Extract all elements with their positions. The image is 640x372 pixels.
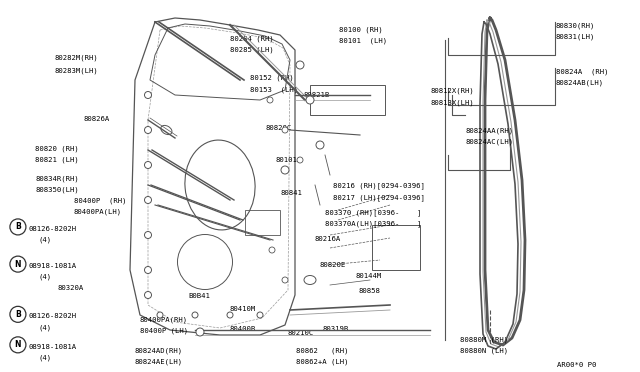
Text: 80101A: 80101A: [275, 157, 301, 163]
Circle shape: [296, 61, 304, 69]
Text: 80880N (LH): 80880N (LH): [460, 347, 508, 354]
Text: 80826A: 80826A: [83, 116, 109, 122]
Text: 80283M(LH): 80283M(LH): [54, 67, 98, 74]
Circle shape: [145, 231, 152, 238]
Text: 80153  (LH): 80153 (LH): [250, 86, 298, 93]
Circle shape: [145, 266, 152, 273]
Text: 80285 (LH): 80285 (LH): [230, 47, 274, 54]
Text: 80210C: 80210C: [288, 330, 314, 336]
Text: 08918-1081A: 08918-1081A: [29, 263, 77, 269]
Text: 80813X(LH): 80813X(LH): [430, 99, 474, 106]
Text: 80820E: 80820E: [320, 262, 346, 268]
Text: AR00*0 P0: AR00*0 P0: [557, 362, 596, 368]
Text: N: N: [15, 340, 21, 349]
Circle shape: [282, 277, 288, 283]
Text: 803370 (RH)[0396-    ]: 803370 (RH)[0396- ]: [325, 209, 421, 216]
Text: 80284 (RH): 80284 (RH): [230, 36, 274, 42]
Bar: [372, 225, 420, 270]
Text: 80101  (LH): 80101 (LH): [339, 38, 387, 44]
Circle shape: [145, 292, 152, 298]
Text: 80862   (RH): 80862 (RH): [296, 347, 348, 354]
Text: 80400PA(RH): 80400PA(RH): [140, 317, 188, 323]
Text: 08126-8202H: 08126-8202H: [29, 313, 77, 319]
Text: 80824A  (RH): 80824A (RH): [556, 68, 608, 75]
Text: 80821B: 80821B: [304, 92, 330, 98]
Text: B: B: [15, 310, 20, 319]
Text: 808350(LH): 808350(LH): [35, 186, 79, 193]
Text: 80858: 80858: [358, 288, 380, 294]
Bar: [245, 210, 280, 235]
Text: 80282M(RH): 80282M(RH): [54, 54, 98, 61]
Text: 80152 (RH): 80152 (RH): [250, 75, 293, 81]
Text: 80862+A (LH): 80862+A (LH): [296, 359, 348, 365]
Text: 80880M (RH): 80880M (RH): [460, 336, 508, 343]
Text: 80144M: 80144M: [355, 273, 381, 279]
Text: 80216A: 80216A: [315, 236, 341, 242]
Text: 80400P  (RH): 80400P (RH): [74, 198, 126, 204]
Text: 80841: 80841: [280, 190, 302, 196]
Text: 80400P (LH): 80400P (LH): [140, 328, 188, 334]
Circle shape: [145, 92, 152, 99]
Text: 80320A: 80320A: [58, 285, 84, 291]
Text: (4): (4): [38, 324, 52, 331]
Circle shape: [267, 97, 273, 103]
Circle shape: [145, 126, 152, 134]
Text: 80100 (RH): 80100 (RH): [339, 26, 383, 33]
Circle shape: [269, 247, 275, 253]
Text: 80319B: 80319B: [323, 326, 349, 332]
Text: 80821 (LH): 80821 (LH): [35, 157, 79, 163]
Text: N: N: [15, 260, 21, 269]
Circle shape: [281, 166, 289, 174]
Text: 80824AC(LH): 80824AC(LH): [466, 139, 514, 145]
Text: 803370A(LH)[0396-    ]: 803370A(LH)[0396- ]: [325, 221, 421, 227]
Circle shape: [192, 312, 198, 318]
Text: 80820C: 80820C: [266, 125, 292, 131]
Text: 80400B: 80400B: [229, 326, 255, 332]
Text: B: B: [15, 222, 20, 231]
Circle shape: [145, 196, 152, 203]
Circle shape: [257, 312, 263, 318]
Text: 80830(RH): 80830(RH): [556, 23, 595, 29]
Text: 08126-8202H: 08126-8202H: [29, 226, 77, 232]
Text: (4): (4): [38, 274, 52, 280]
Text: 80410M: 80410M: [229, 306, 255, 312]
Circle shape: [157, 312, 163, 318]
Circle shape: [145, 161, 152, 169]
Text: (4): (4): [38, 237, 52, 243]
Text: 80824AA(RH): 80824AA(RH): [466, 128, 514, 134]
Circle shape: [297, 157, 303, 163]
Text: B0B41: B0B41: [189, 293, 211, 299]
Circle shape: [282, 127, 288, 133]
Text: 80216 (RH)[0294-0396]: 80216 (RH)[0294-0396]: [333, 183, 425, 189]
Text: 80834R(RH): 80834R(RH): [35, 175, 79, 182]
Text: 80820 (RH): 80820 (RH): [35, 145, 79, 152]
Text: 80812X(RH): 80812X(RH): [430, 88, 474, 94]
Text: 80831(LH): 80831(LH): [556, 34, 595, 41]
Text: (4): (4): [38, 355, 52, 361]
Text: 08918-1081A: 08918-1081A: [29, 344, 77, 350]
Circle shape: [306, 96, 314, 104]
Text: 80824AB(LH): 80824AB(LH): [556, 79, 604, 86]
Text: 80824AE(LH): 80824AE(LH): [134, 359, 182, 365]
Text: 80217 (LH)[0294-0396]: 80217 (LH)[0294-0396]: [333, 194, 425, 201]
Circle shape: [316, 141, 324, 149]
Text: 80400PA(LH): 80400PA(LH): [74, 209, 122, 215]
Circle shape: [196, 328, 204, 336]
Text: 80824AD(RH): 80824AD(RH): [134, 347, 182, 354]
Circle shape: [227, 312, 233, 318]
